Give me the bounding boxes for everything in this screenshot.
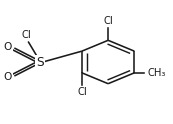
- Text: Cl: Cl: [77, 87, 87, 97]
- Text: O: O: [4, 42, 12, 52]
- Text: Cl: Cl: [103, 16, 113, 26]
- Text: Cl: Cl: [22, 30, 32, 40]
- Text: O: O: [4, 72, 12, 82]
- Text: S: S: [36, 56, 44, 68]
- Text: CH₃: CH₃: [147, 68, 166, 78]
